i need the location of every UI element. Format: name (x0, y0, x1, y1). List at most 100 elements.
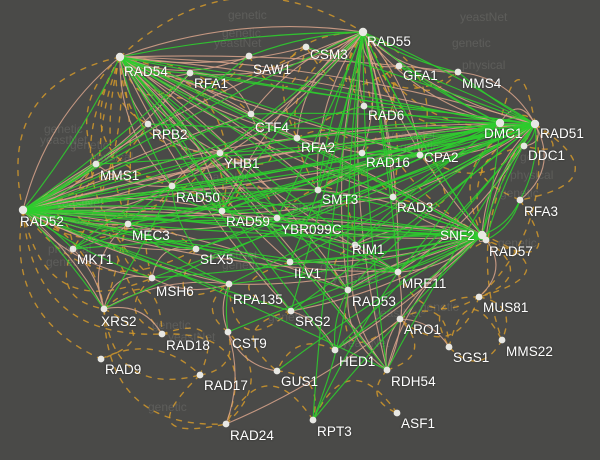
graph-edge (225, 331, 252, 425)
graph-node-rad9[interactable] (97, 355, 105, 363)
graph-node-rad57[interactable] (482, 236, 490, 244)
graph-edge (22, 137, 298, 211)
graph-node-mms4[interactable] (454, 68, 462, 76)
graph-node-rad6[interactable] (360, 102, 368, 110)
graph-edge (22, 152, 221, 211)
graph-node-rfa3[interactable] (516, 196, 524, 204)
graph-node-asf1[interactable] (393, 409, 401, 417)
graph-node-snf2[interactable] (477, 230, 487, 240)
graph-node-rfa2[interactable] (293, 134, 301, 142)
graph-edge (169, 374, 227, 430)
graph-edge (119, 56, 399, 273)
graph-node-rad51[interactable] (530, 119, 540, 129)
graph-edge (478, 239, 512, 298)
graph-node-rpa135[interactable] (225, 280, 233, 288)
graph-node-gfa1[interactable] (395, 62, 403, 70)
graph-node-rad53[interactable] (344, 286, 352, 294)
graph-edge (347, 123, 536, 291)
graph-edge (222, 283, 230, 333)
graph-edge (399, 318, 450, 348)
graph-node-yhb1[interactable] (216, 149, 224, 157)
graph-edge (119, 56, 536, 125)
graph-edge (171, 122, 501, 187)
graph-edge (362, 31, 394, 198)
graph-node-srs2[interactable] (287, 307, 295, 315)
graph-node-mre11[interactable] (394, 268, 402, 276)
graph-node-rad52[interactable] (18, 205, 28, 215)
graph-edge (22, 209, 74, 250)
graph-edge (478, 296, 508, 341)
graph-node-rfa1[interactable] (186, 69, 194, 77)
graph-edge (290, 234, 483, 312)
graph-node-rdh54[interactable] (383, 366, 391, 374)
graph-node-cst9[interactable] (224, 328, 232, 336)
graph-edge (276, 343, 336, 372)
graph-edge (252, 310, 292, 372)
graph-edge (22, 123, 536, 211)
graph-node-ctf4[interactable] (247, 110, 255, 118)
graph-edge (353, 31, 364, 246)
graph-edge (485, 123, 536, 241)
graph-node-rpb2[interactable] (144, 120, 152, 128)
graph-edge (485, 199, 540, 253)
graph-edge (22, 209, 153, 292)
graph-node-mus81[interactable] (475, 293, 483, 301)
graph-node-dmc1[interactable] (495, 118, 505, 128)
graph-node-mms22[interactable] (498, 336, 506, 344)
graph-edge (519, 123, 545, 201)
graph-edge (22, 209, 230, 285)
graph-node-msh6[interactable] (148, 274, 156, 282)
graph-node-rad18[interactable] (158, 330, 166, 338)
graph-node-cpa2[interactable] (416, 151, 424, 159)
graph-edge (97, 223, 129, 310)
graph-edge (119, 56, 173, 187)
graph-node-rad55[interactable] (358, 27, 368, 37)
graph-edge (221, 189, 319, 212)
graph-node-aro1[interactable] (396, 315, 404, 323)
graph-node-ddc1[interactable] (520, 142, 528, 150)
graph-node-mec3[interactable] (124, 220, 132, 228)
graph-node-rad50[interactable] (168, 182, 176, 190)
graph-node-smt3[interactable] (314, 186, 322, 194)
graph-node-rad54[interactable] (115, 52, 125, 62)
graph-node-rad3[interactable] (389, 193, 397, 201)
graph-node-rad16[interactable] (358, 149, 366, 157)
graph-edge (171, 185, 223, 212)
graph-edge (362, 31, 421, 156)
graph-node-hed1[interactable] (331, 346, 339, 354)
graph-edge (22, 55, 250, 211)
graph-edge (481, 145, 525, 201)
graph-node-mkt1[interactable] (69, 245, 77, 253)
graph-edge (519, 123, 537, 201)
graph-edge (419, 122, 501, 156)
graph-edge (151, 234, 483, 279)
graph-edge (225, 283, 230, 333)
graph-edge (228, 234, 483, 285)
graph-node-rpt3[interactable] (309, 416, 317, 424)
graph-node-rad17[interactable] (196, 371, 204, 379)
graph-node-mms1[interactable] (92, 160, 100, 168)
graph-edge (448, 339, 503, 362)
graph-edge (22, 185, 173, 211)
graph-node-ilv1[interactable] (286, 258, 294, 266)
graph-edge (72, 185, 173, 250)
graph-node-gus1[interactable] (273, 367, 281, 375)
graph-node-rad24[interactable] (222, 420, 230, 428)
graph-node-slx5[interactable] (192, 245, 200, 253)
graph-edge (22, 209, 153, 279)
graph-edge (119, 56, 278, 219)
graph-edge (399, 310, 450, 348)
graph-node-sgs1[interactable] (445, 343, 453, 351)
node-dot-group (18, 27, 540, 428)
graph-node-rim1[interactable] (351, 241, 359, 249)
graph-edge (386, 123, 536, 371)
graph-edge (211, 283, 230, 333)
graph-node-csm3[interactable] (302, 43, 310, 51)
graph-node-xrs2[interactable] (100, 305, 108, 313)
graph-node-rad59[interactable] (218, 207, 226, 215)
graph-edge (22, 208, 74, 250)
graph-edge (219, 123, 536, 154)
graph-node-ybr099c[interactable] (273, 214, 281, 222)
graph-node-saw1[interactable] (245, 52, 253, 60)
